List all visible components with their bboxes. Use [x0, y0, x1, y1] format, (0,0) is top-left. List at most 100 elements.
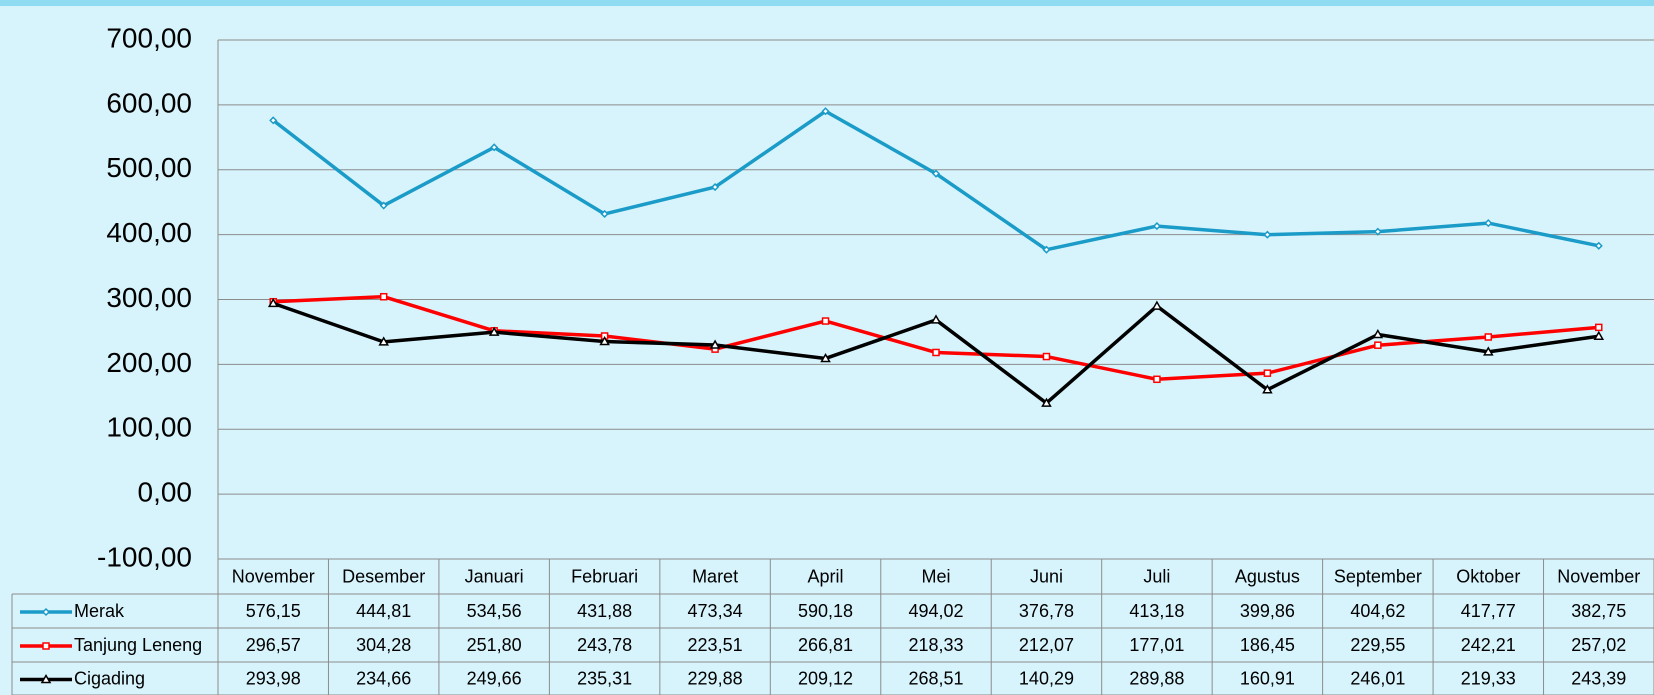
marker — [490, 143, 499, 152]
marker — [821, 107, 830, 116]
table-value: 219,33 — [1461, 668, 1516, 688]
marker — [1484, 219, 1493, 228]
marker — [1151, 300, 1163, 310]
table-value: 229,55 — [1350, 635, 1405, 655]
marker — [378, 336, 389, 346]
table-value: 209,12 — [798, 668, 853, 688]
table-value: 404,62 — [1350, 601, 1405, 621]
x-tick-label: Juni — [1030, 566, 1063, 586]
marker — [1483, 346, 1494, 356]
y-tick-label: 700,00 — [106, 22, 192, 53]
table-value: 186,45 — [1240, 635, 1295, 655]
x-tick-label: November — [1557, 566, 1640, 586]
marker — [267, 297, 279, 308]
x-tick-label: Februari — [571, 566, 638, 586]
marker — [1593, 330, 1605, 340]
table-value: 296,57 — [246, 635, 301, 655]
y-tick-label: 600,00 — [106, 87, 192, 118]
table-value: 399,86 — [1240, 601, 1295, 621]
table-value: 444,81 — [356, 601, 411, 621]
table-value: 257,02 — [1571, 635, 1626, 655]
table-value: 218,33 — [908, 635, 963, 655]
table-value: 431,88 — [577, 601, 632, 621]
table-value: 246,01 — [1350, 668, 1405, 688]
marker — [1153, 375, 1161, 384]
table-value: 177,01 — [1129, 635, 1184, 655]
y-tick-label: 300,00 — [106, 282, 192, 313]
x-tick-label: Oktober — [1456, 566, 1520, 586]
table-value: 160,91 — [1240, 668, 1295, 688]
table-value: 234,66 — [356, 668, 411, 688]
top-band — [0, 0, 1654, 6]
marker — [488, 326, 500, 336]
marker — [1484, 333, 1493, 341]
marker — [600, 209, 609, 219]
table-value: 293,98 — [246, 668, 301, 688]
table-value: 494,02 — [908, 601, 963, 621]
x-tick-label: April — [808, 566, 844, 586]
marker — [820, 352, 831, 363]
table-value: 266,81 — [798, 635, 853, 655]
marker — [269, 116, 278, 125]
table-value: 268,51 — [908, 668, 963, 688]
table-value: 576,15 — [246, 601, 301, 621]
marker — [379, 292, 388, 301]
legend-label: Tanjung Leneng — [74, 635, 202, 655]
x-tick-label: Juli — [1143, 566, 1170, 586]
marker — [599, 335, 610, 346]
table-value: 382,75 — [1571, 601, 1626, 621]
table-value: 140,29 — [1019, 668, 1074, 688]
marker — [931, 169, 941, 178]
table-value: 223,51 — [688, 635, 743, 655]
marker — [1374, 341, 1382, 349]
y-tick-label: 100,00 — [106, 412, 192, 443]
table-value: 249,66 — [467, 668, 522, 688]
legend-label: Merak — [74, 601, 125, 621]
table-value: 242,21 — [1461, 635, 1516, 655]
marker — [1041, 397, 1052, 407]
table-value: 376,78 — [1019, 601, 1074, 621]
table-value: 413,18 — [1129, 601, 1184, 621]
y-tick-label: 200,00 — [106, 347, 192, 378]
x-tick-label: September — [1334, 566, 1422, 586]
x-tick-label: Mei — [921, 566, 950, 586]
marker — [42, 642, 50, 650]
marker — [821, 317, 830, 325]
table-value: 212,07 — [1019, 635, 1074, 655]
table-value: 235,31 — [577, 668, 632, 688]
marker — [930, 314, 942, 324]
table-value: 534,56 — [467, 601, 522, 621]
marker — [1595, 323, 1603, 332]
x-tick-label: Januari — [465, 566, 524, 586]
table-value: 229,88 — [688, 668, 743, 688]
marker — [1152, 222, 1161, 231]
marker — [41, 607, 51, 617]
x-tick-label: Maret — [692, 566, 738, 586]
marker — [1263, 230, 1272, 239]
marker — [932, 348, 940, 357]
table-value: 417,77 — [1461, 601, 1516, 621]
marker — [1594, 241, 1603, 250]
table-value: 289,88 — [1129, 668, 1184, 688]
marker — [709, 339, 721, 349]
marker — [40, 673, 52, 684]
line-series — [272, 109, 1600, 252]
x-tick-label: Desember — [342, 566, 425, 586]
table-value: 243,39 — [1571, 668, 1626, 688]
y-tick-label: 0,00 — [138, 477, 193, 508]
marker — [711, 182, 720, 192]
x-tick-label: Agustus — [1235, 566, 1300, 586]
y-tick-label: 400,00 — [106, 217, 192, 248]
marker — [1042, 245, 1051, 254]
legend-label: Cigading — [74, 668, 145, 688]
marker — [1373, 227, 1382, 236]
marker — [1372, 329, 1384, 339]
table-value: 473,34 — [688, 601, 743, 621]
table-value: 304,28 — [356, 635, 411, 655]
y-tick-label: 500,00 — [106, 152, 192, 183]
table-value: 590,18 — [798, 601, 853, 621]
marker — [1262, 384, 1273, 394]
table-value: 243,78 — [577, 635, 632, 655]
marker — [1042, 352, 1051, 361]
